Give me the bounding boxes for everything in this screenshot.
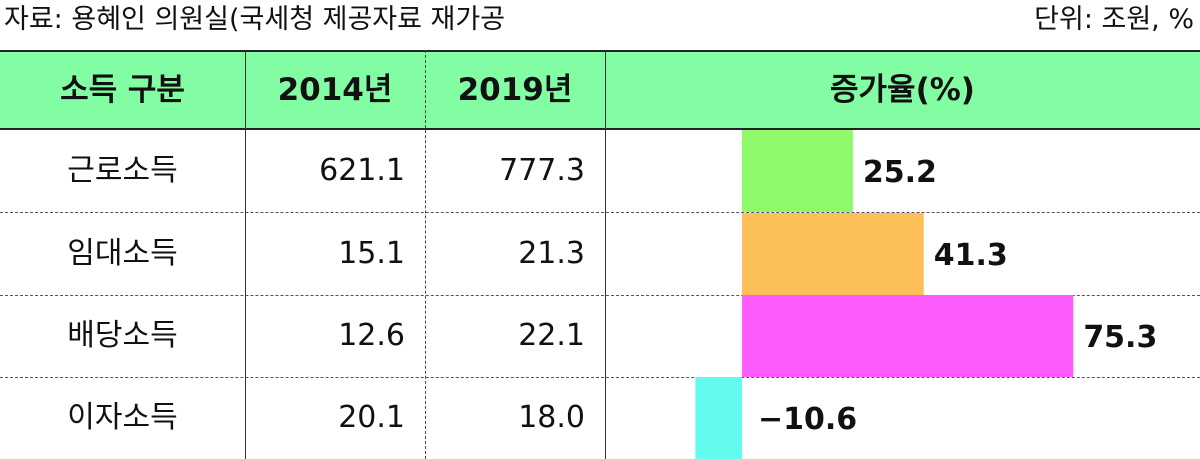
- category-label: 이자소득: [67, 400, 178, 435]
- growth-bar: [742, 295, 1074, 377]
- value-2014: 12.6: [338, 318, 405, 353]
- table-row: 임대소득 15.1 21.3: [0, 213, 1200, 295]
- value-2014: 621.1: [319, 153, 405, 188]
- header-category: 소득 구분: [60, 72, 185, 108]
- bar-value-label: 75.3: [1083, 320, 1157, 355]
- row-divider: [0, 295, 1200, 296]
- unit-note: 단위: 조원, %: [1034, 4, 1194, 35]
- income-growth-table: 소득 구분 2014년 2019년 증가율(%) 근로소득 621.1 777.…: [0, 50, 1200, 459]
- growth-bar-chart: 25.2 41.3 75.3 −10.6: [695, 130, 1157, 459]
- column-divider: [605, 50, 606, 459]
- category-label: 배당소득: [67, 318, 178, 353]
- value-2014: 15.1: [338, 236, 405, 271]
- growth-bar: [742, 130, 853, 212]
- header-growth: 증가율(%): [830, 72, 975, 108]
- value-2019: 22.1: [518, 318, 585, 353]
- value-2019: 18.0: [518, 400, 585, 435]
- growth-bar: [695, 377, 742, 459]
- category-label: 임대소득: [67, 236, 178, 271]
- row-divider: [0, 377, 1200, 378]
- header-2014: 2014년: [277, 72, 393, 108]
- bar-value-label: 25.2: [863, 155, 937, 190]
- column-divider: [245, 50, 246, 459]
- growth-bar: [742, 213, 924, 295]
- bar-value-label: −10.6: [758, 402, 857, 437]
- bar-value-label: 41.3: [934, 238, 1008, 273]
- table-header: 소득 구분 2014년 2019년 증가율(%): [0, 50, 1200, 130]
- row-divider: [0, 212, 1200, 213]
- column-divider: [425, 50, 426, 459]
- table-row: 이자소득 20.1 18.0: [0, 377, 1200, 459]
- source-note: 자료: 용혜인 의원실(국세청 제공자료 재가공: [4, 4, 506, 35]
- table-row: 배당소득 12.6 22.1: [0, 295, 1200, 377]
- value-2019: 21.3: [518, 236, 585, 271]
- value-2014: 20.1: [338, 400, 405, 435]
- category-label: 근로소득: [67, 153, 178, 188]
- header-2019: 2019년: [457, 72, 573, 108]
- table-row: 근로소득 621.1 777.3: [0, 130, 1200, 212]
- value-2019: 777.3: [499, 153, 585, 188]
